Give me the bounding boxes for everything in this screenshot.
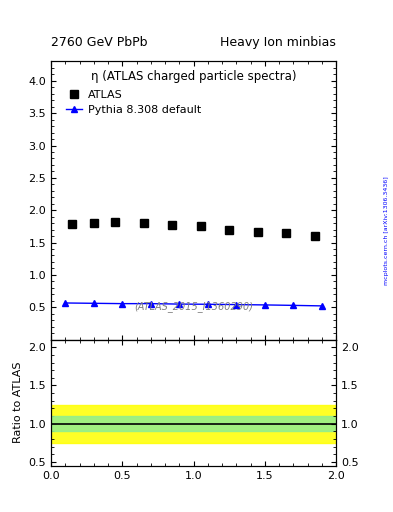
ATLAS bbox=[170, 222, 174, 228]
Line: ATLAS: ATLAS bbox=[69, 219, 318, 240]
Bar bbox=[51, 404, 336, 443]
Text: (ATLAS_2015_I1360290): (ATLAS_2015_I1360290) bbox=[134, 301, 253, 312]
ATLAS bbox=[284, 230, 288, 236]
ATLAS bbox=[92, 220, 96, 226]
Pythia 8.308 default bbox=[234, 302, 239, 308]
Text: 2760 GeV PbPb: 2760 GeV PbPb bbox=[51, 36, 148, 49]
Pythia 8.308 default bbox=[120, 301, 125, 307]
Pythia 8.308 default bbox=[206, 301, 210, 307]
Line: Pythia 8.308 default: Pythia 8.308 default bbox=[62, 300, 325, 309]
Y-axis label: Ratio to ATLAS: Ratio to ATLAS bbox=[13, 362, 23, 443]
Legend: ATLAS, Pythia 8.308 default: ATLAS, Pythia 8.308 default bbox=[62, 87, 204, 119]
Pythia 8.308 default bbox=[177, 301, 182, 307]
ATLAS bbox=[312, 233, 317, 239]
Pythia 8.308 default bbox=[63, 300, 68, 306]
ATLAS bbox=[141, 220, 146, 226]
Pythia 8.308 default bbox=[291, 302, 296, 308]
Pythia 8.308 default bbox=[263, 302, 267, 308]
ATLAS bbox=[198, 223, 203, 229]
Pythia 8.308 default bbox=[149, 301, 153, 307]
ATLAS bbox=[255, 228, 260, 234]
Text: Heavy Ion minbias: Heavy Ion minbias bbox=[220, 36, 336, 49]
ATLAS bbox=[70, 221, 75, 227]
ATLAS bbox=[113, 220, 118, 226]
Pythia 8.308 default bbox=[92, 300, 96, 306]
Text: mcplots.cern.ch [arXiv:1306.3436]: mcplots.cern.ch [arXiv:1306.3436] bbox=[384, 176, 389, 285]
Bar bbox=[51, 416, 336, 432]
ATLAS bbox=[227, 226, 231, 232]
Text: η (ATLAS charged particle spectra): η (ATLAS charged particle spectra) bbox=[91, 70, 296, 83]
Pythia 8.308 default bbox=[320, 303, 324, 309]
